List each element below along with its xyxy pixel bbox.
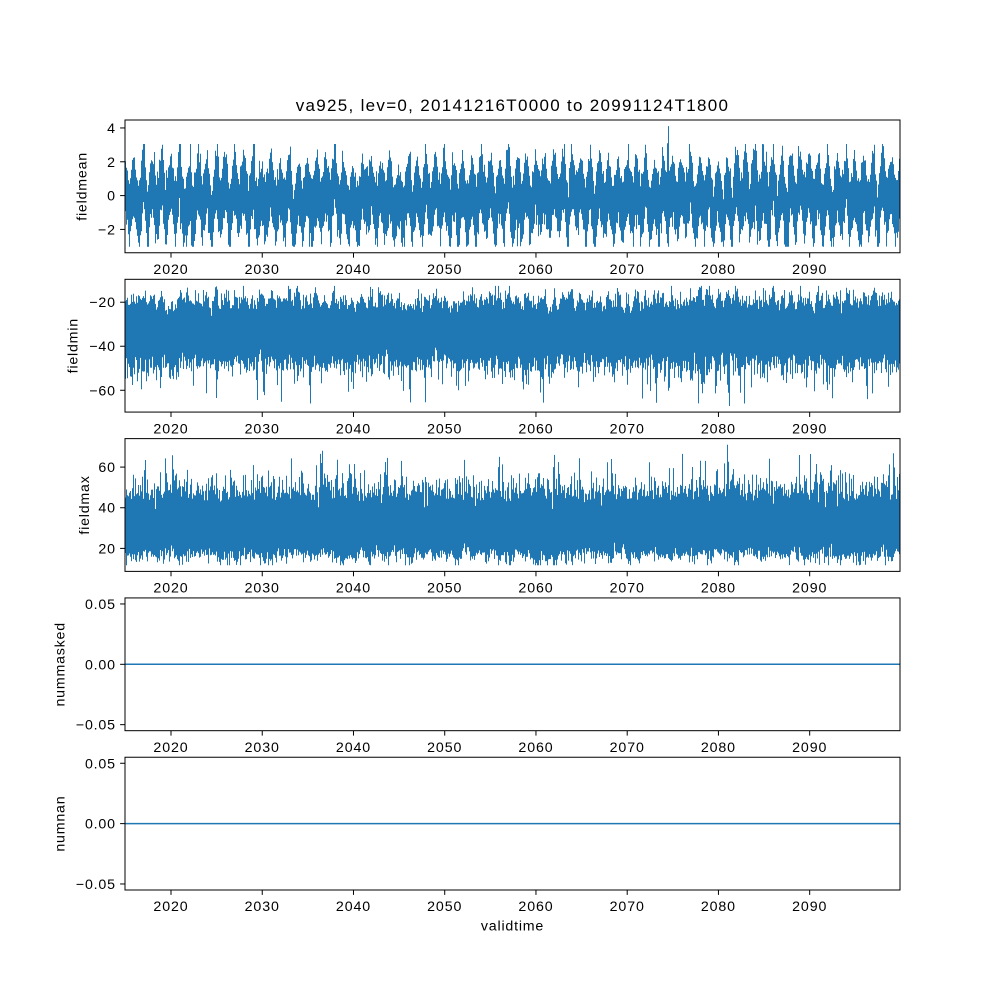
svg-text:2040: 2040 xyxy=(336,421,371,437)
svg-text:2030: 2030 xyxy=(245,581,280,597)
svg-text:2070: 2070 xyxy=(610,262,645,278)
svg-text:0.00: 0.00 xyxy=(85,657,116,673)
svg-text:2050: 2050 xyxy=(427,262,462,278)
svg-text:fieldmin: fieldmin xyxy=(66,318,82,373)
svg-text:−60: −60 xyxy=(89,383,115,399)
svg-text:2050: 2050 xyxy=(427,899,462,915)
svg-text:2090: 2090 xyxy=(792,262,827,278)
svg-text:2050: 2050 xyxy=(427,740,462,756)
svg-text:validtime: validtime xyxy=(481,918,544,934)
svg-text:2030: 2030 xyxy=(245,421,280,437)
svg-text:0.05: 0.05 xyxy=(85,756,116,772)
svg-text:fieldmean: fieldmean xyxy=(74,152,90,221)
svg-text:2020: 2020 xyxy=(153,581,188,597)
svg-text:2020: 2020 xyxy=(153,899,188,915)
svg-text:2030: 2030 xyxy=(245,262,280,278)
svg-text:−40: −40 xyxy=(89,339,115,355)
svg-text:2040: 2040 xyxy=(336,581,371,597)
svg-text:2060: 2060 xyxy=(518,421,553,437)
svg-text:2090: 2090 xyxy=(792,581,827,597)
svg-text:va925, lev=0, 20141216T0000 to: va925, lev=0, 20141216T0000 to 20991124T… xyxy=(296,96,730,115)
svg-text:numnan: numnan xyxy=(53,796,69,852)
svg-text:2070: 2070 xyxy=(610,899,645,915)
svg-text:2080: 2080 xyxy=(701,740,736,756)
svg-text:2050: 2050 xyxy=(427,581,462,597)
svg-text:0.00: 0.00 xyxy=(85,817,116,833)
svg-text:2070: 2070 xyxy=(610,581,645,597)
svg-text:20: 20 xyxy=(98,541,115,557)
svg-text:2020: 2020 xyxy=(153,740,188,756)
svg-text:fieldmax: fieldmax xyxy=(77,475,93,534)
svg-text:2060: 2060 xyxy=(518,899,553,915)
svg-text:2040: 2040 xyxy=(336,899,371,915)
svg-text:2060: 2060 xyxy=(518,581,553,597)
svg-text:2030: 2030 xyxy=(245,899,280,915)
svg-text:2040: 2040 xyxy=(336,262,371,278)
svg-text:2080: 2080 xyxy=(701,421,736,437)
svg-text:2080: 2080 xyxy=(701,899,736,915)
svg-text:2090: 2090 xyxy=(792,740,827,756)
svg-text:2030: 2030 xyxy=(245,740,280,756)
svg-text:60: 60 xyxy=(98,460,115,476)
svg-text:0.05: 0.05 xyxy=(85,597,116,613)
svg-text:2060: 2060 xyxy=(518,740,553,756)
svg-text:2090: 2090 xyxy=(792,899,827,915)
svg-text:nummasked: nummasked xyxy=(53,622,69,706)
svg-text:2090: 2090 xyxy=(792,421,827,437)
svg-text:2020: 2020 xyxy=(153,262,188,278)
svg-text:−2: −2 xyxy=(98,222,116,238)
svg-text:2050: 2050 xyxy=(427,421,462,437)
svg-text:2080: 2080 xyxy=(701,581,736,597)
svg-text:2020: 2020 xyxy=(153,421,188,437)
svg-text:−20: −20 xyxy=(89,295,115,311)
svg-text:40: 40 xyxy=(98,501,115,517)
svg-text:2060: 2060 xyxy=(518,262,553,278)
svg-text:2: 2 xyxy=(107,155,116,171)
svg-text:2070: 2070 xyxy=(610,421,645,437)
svg-text:−0.05: −0.05 xyxy=(76,718,116,734)
svg-text:−0.05: −0.05 xyxy=(76,877,116,893)
svg-text:0: 0 xyxy=(107,189,116,205)
svg-text:2040: 2040 xyxy=(336,740,371,756)
svg-text:2080: 2080 xyxy=(701,262,736,278)
svg-text:4: 4 xyxy=(107,121,116,137)
svg-text:2070: 2070 xyxy=(610,740,645,756)
